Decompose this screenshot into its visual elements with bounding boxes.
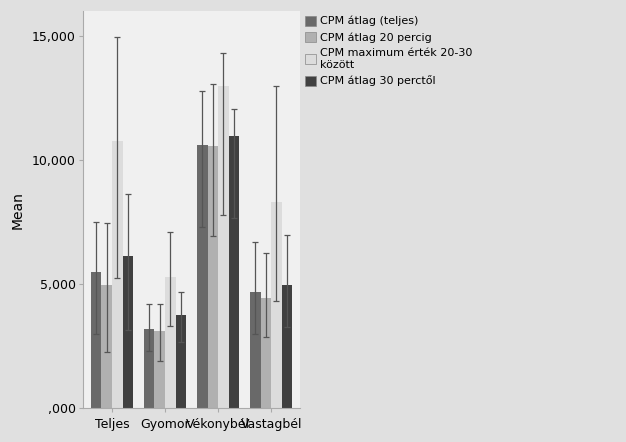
Bar	[144, 329, 155, 408]
Bar	[208, 146, 218, 408]
Bar	[228, 137, 239, 408]
Bar	[176, 315, 187, 408]
Bar	[250, 292, 260, 408]
Bar	[197, 145, 208, 408]
Y-axis label: Mean: Mean	[11, 191, 25, 229]
Bar	[91, 272, 101, 408]
Bar	[282, 285, 292, 408]
Bar	[260, 298, 271, 408]
Bar	[155, 331, 165, 408]
Bar	[165, 277, 176, 408]
Bar	[101, 286, 112, 408]
Bar	[112, 141, 123, 408]
Bar	[123, 255, 133, 408]
Bar	[218, 86, 228, 408]
Legend: CPM átlag (teljes), CPM átlag 20 percig, CPM maximum érték 20-30
között, CPM átl: CPM átlag (teljes), CPM átlag 20 percig,…	[300, 11, 477, 91]
Bar	[271, 202, 282, 408]
